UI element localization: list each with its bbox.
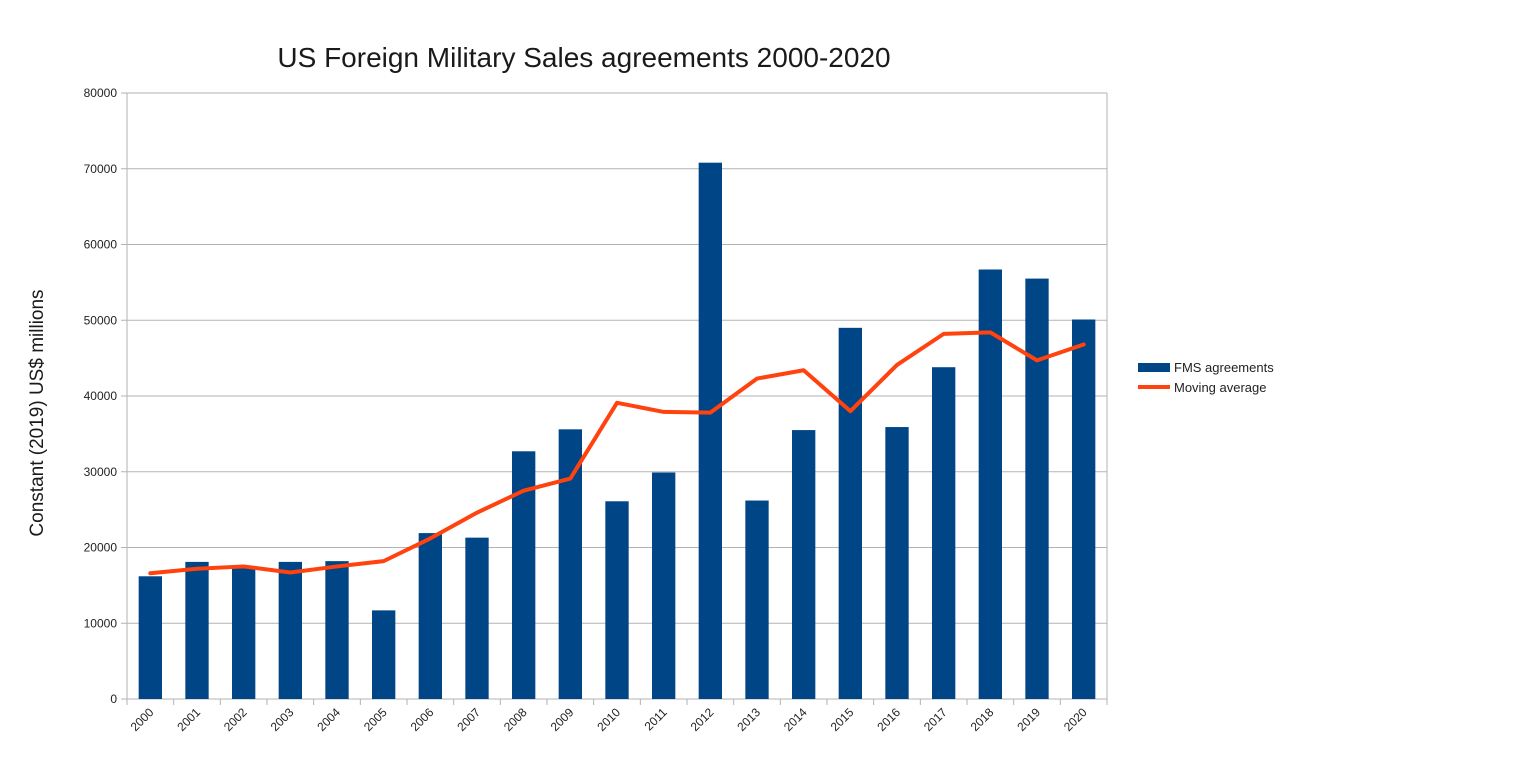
bar-2018	[978, 269, 1002, 699]
y-tick-labels: 0 10000 20000 30000 40000 50000 60000 70000 8000…	[84, 86, 118, 706]
x-tick-label: 2012	[688, 705, 717, 734]
moving-average-point-2005	[383, 560, 385, 562]
bars-layer	[138, 162, 1096, 699]
moving-average-point-2020	[1083, 343, 1085, 345]
moving-average-point-2002	[243, 565, 245, 567]
x-tick-label: 2020	[1061, 705, 1090, 734]
bar-2017	[932, 367, 956, 699]
moving-average-point-2018	[989, 331, 991, 333]
y-tick-label: 10000	[84, 616, 118, 630]
line-layer	[148, 330, 1086, 576]
moving-average-point-2006	[429, 537, 431, 539]
x-tick-label: 2010	[594, 705, 623, 734]
bar-2015	[838, 327, 862, 699]
x-tick-labels: 2000 2001 2002 2003 2004 2005 2006 2007 2008 2009…	[128, 705, 1090, 734]
bar-2011	[652, 472, 676, 699]
moving-average-point-2015	[849, 410, 851, 412]
y-axis-label: Constant (2019) US$ millions	[27, 289, 48, 536]
y-tick-label: 50000	[84, 313, 118, 327]
x-tick-label: 2003	[268, 705, 297, 734]
bar-2012	[698, 162, 722, 699]
x-tick-label: 2009	[548, 705, 577, 734]
chart-title: US Foreign Military Sales agreements 200…	[277, 42, 890, 73]
moving-average-point-2012	[709, 412, 711, 414]
y-tick-label: 20000	[84, 541, 118, 555]
moving-average-point-2004	[336, 565, 338, 567]
x-tick-label: 2004	[314, 705, 343, 734]
y-tick-label: 60000	[84, 238, 118, 252]
x-tick-label: 2000	[128, 705, 157, 734]
moving-average-point-2000	[149, 572, 151, 574]
bar-2007	[465, 537, 489, 699]
bar-2004	[325, 561, 349, 699]
x-tick-label: 2006	[408, 705, 437, 734]
x-tick-label: 2005	[361, 705, 390, 734]
moving-average-point-2003	[289, 571, 291, 573]
y-tick-label: 40000	[84, 389, 118, 403]
bar-2020	[1072, 319, 1096, 699]
legend: FMS agreements Moving average	[1138, 360, 1274, 395]
bar-2010	[605, 501, 629, 699]
y-tick-label: 70000	[84, 162, 118, 176]
moving-average-point-2017	[943, 333, 945, 335]
x-tick-label: 2008	[501, 705, 530, 734]
bar-2001	[185, 561, 209, 699]
y-tick-label: 80000	[84, 86, 118, 100]
moving-average-point-2011	[663, 411, 665, 413]
x-tick-label: 2007	[454, 705, 483, 734]
bar-2000	[138, 576, 162, 699]
bar-2019	[1025, 278, 1049, 699]
x-tick-label: 2013	[734, 705, 763, 734]
bar-2013	[745, 500, 769, 699]
bar-2016	[885, 427, 909, 699]
bar-2008	[512, 451, 536, 699]
legend-swatch-fms-agreements	[1138, 363, 1170, 372]
x-tick-label: 2002	[221, 705, 250, 734]
moving-average-point-2008	[523, 490, 525, 492]
moving-average-point-2009	[569, 478, 571, 480]
bar-2003	[278, 561, 302, 699]
x-tick-label: 2016	[874, 705, 903, 734]
x-tick-label: 2014	[781, 705, 810, 734]
x-tick-label: 2001	[174, 705, 203, 734]
moving-average-point-2007	[476, 512, 478, 514]
x-tick-label: 2018	[968, 705, 997, 734]
bar-2002	[232, 567, 256, 699]
x-tick-label: 2015	[828, 705, 857, 734]
x-tick-label: 2017	[921, 705, 950, 734]
moving-average-point-2010	[616, 402, 618, 404]
y-tick-label: 0	[110, 692, 117, 706]
bar-2006	[418, 533, 442, 699]
moving-average-point-2014	[803, 369, 805, 371]
moving-average-point-2013	[756, 378, 758, 380]
moving-average-point-2016	[896, 364, 898, 366]
legend-label-moving-average: Moving average	[1174, 380, 1267, 395]
bar-2014	[792, 430, 816, 699]
moving-average-point-2019	[1036, 359, 1038, 361]
legend-label-fms-agreements: FMS agreements	[1174, 360, 1274, 375]
y-tick-label: 30000	[84, 465, 118, 479]
x-tick-label: 2011	[642, 705, 670, 733]
bar-2009	[558, 429, 582, 699]
x-tick-label: 2019	[1014, 705, 1043, 734]
bar-2005	[372, 610, 396, 699]
moving-average-point-2001	[196, 568, 198, 570]
